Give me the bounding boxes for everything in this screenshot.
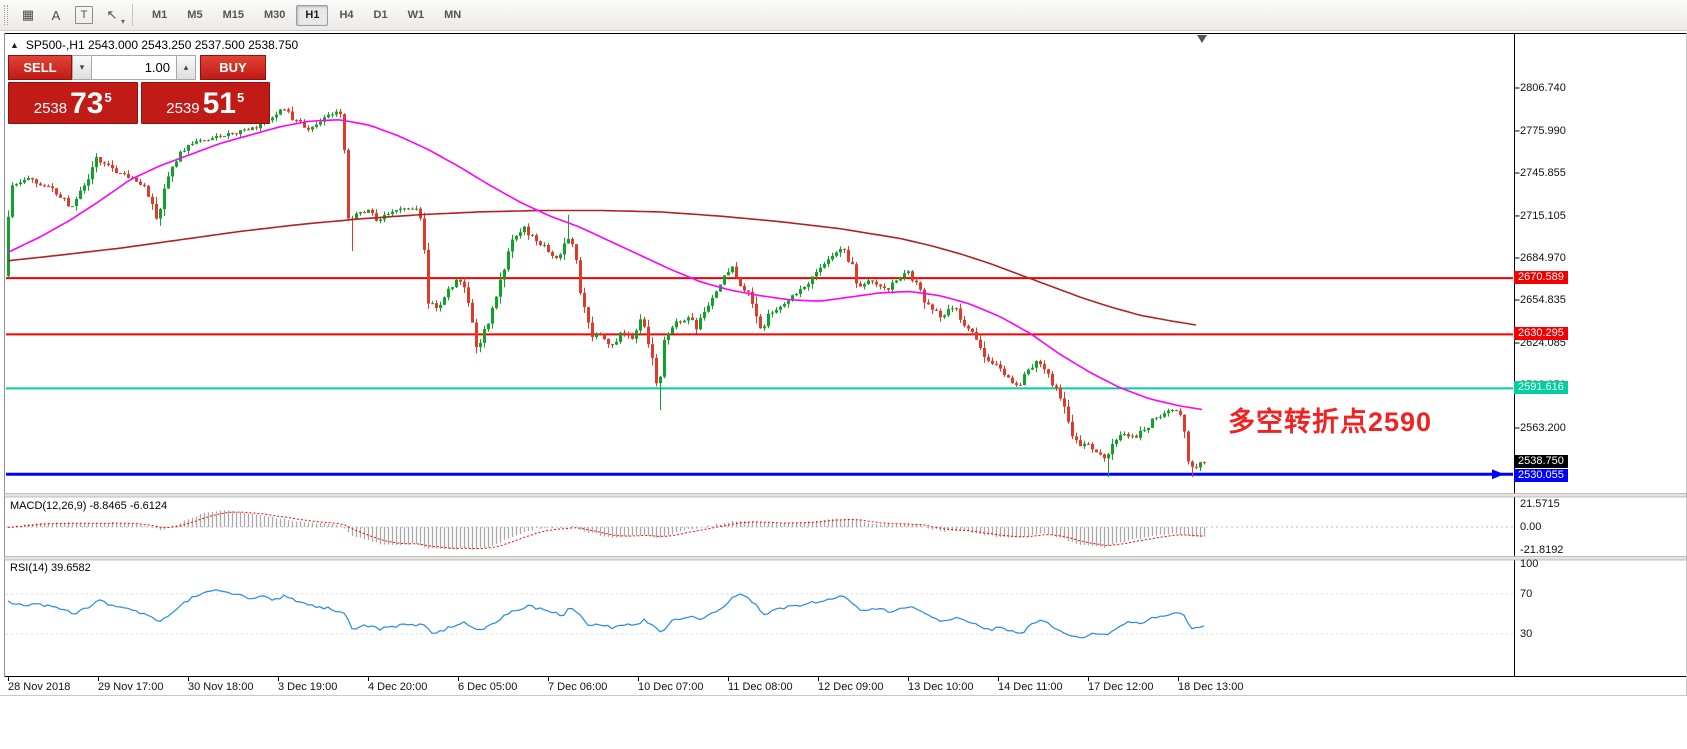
price-axis-label: 2654.835 bbox=[1520, 294, 1566, 307]
sell-price-display[interactable]: 2538 73 5 bbox=[8, 82, 138, 124]
buy-button[interactable]: BUY bbox=[200, 55, 266, 80]
price-level-tag: 2530.055 bbox=[1514, 469, 1568, 483]
price-axis-label: 2745.855 bbox=[1520, 167, 1566, 179]
toolbar: ▦ A T ↖ ▾ M1 M5 M15 M30 H1 H4 D1 W1 MN bbox=[0, 0, 1687, 31]
macd-label: MACD(12,26,9) -8.8465 -6.6124 bbox=[10, 500, 168, 512]
price-level-tag: 2591.616 bbox=[1514, 381, 1568, 395]
candlestick-series bbox=[7, 106, 1206, 478]
horizontal-level-lines[interactable] bbox=[6, 277, 1513, 480]
time-axis-label: 11 Dec 08:00 bbox=[728, 681, 793, 693]
time-axis-label: 17 Dec 12:00 bbox=[1088, 681, 1154, 693]
timeframe-m15[interactable]: M15 bbox=[222, 9, 244, 21]
time-axis-label: 7 Dec 06:00 bbox=[548, 681, 608, 693]
line-arrow-icon bbox=[1492, 469, 1504, 480]
chevron-up-icon: ▴ bbox=[183, 62, 189, 72]
time-axis-label: 13 Dec 10:00 bbox=[908, 681, 974, 693]
timeframe-h4[interactable]: H4 bbox=[339, 9, 354, 21]
price-level-tag: 2670.589 bbox=[1514, 271, 1568, 285]
current-price-tag: 2538.750 bbox=[1514, 455, 1568, 469]
time-axis-label: 4 Dec 20:00 bbox=[368, 681, 428, 693]
ask-price-sup: 5 bbox=[237, 90, 245, 105]
volume-input[interactable] bbox=[92, 55, 176, 80]
panel-splitter[interactable] bbox=[4, 493, 1687, 498]
trade-prices-row: 2538 73 5 2539 51 5 bbox=[8, 82, 270, 124]
trade-panel-toggle-icon[interactable]: ▲ bbox=[10, 40, 19, 50]
rsi-axis-label: 70 bbox=[1520, 588, 1533, 600]
time-axis-label: 30 Nov 18:00 bbox=[188, 681, 254, 693]
time-axis-label: 6 Dec 05:00 bbox=[458, 681, 518, 693]
time-axis-label: 14 Dec 11:00 bbox=[998, 681, 1063, 693]
hatch-tool[interactable]: ▦ bbox=[21, 7, 35, 22]
chevron-down-icon: ▾ bbox=[79, 62, 85, 72]
ma-slow-line bbox=[7, 209, 1197, 326]
timeframe-w1[interactable]: W1 bbox=[407, 9, 425, 21]
shift-marker-icon bbox=[1197, 35, 1207, 43]
timeframe-m5[interactable]: M5 bbox=[187, 9, 203, 21]
macd-signal-line bbox=[7, 511, 1205, 550]
ma-fast-line bbox=[7, 118, 1203, 411]
timeframe-d1[interactable]: D1 bbox=[373, 9, 388, 21]
price-axis-label: 2684.970 bbox=[1520, 252, 1566, 264]
panel-splitter[interactable] bbox=[4, 556, 1687, 561]
timeframe-m30[interactable]: M30 bbox=[263, 9, 286, 21]
price-axis-label: 2806.740 bbox=[1520, 82, 1566, 94]
time-axis-label: 18 Dec 13:00 bbox=[1178, 681, 1244, 693]
trade-controls-row: SELL ▾ ▴ BUY bbox=[8, 55, 270, 80]
macd-indicator bbox=[6, 510, 1513, 550]
rsi-label: RSI(14) 39.6582 bbox=[10, 562, 91, 574]
time-axis-label: 3 Dec 19:00 bbox=[278, 681, 338, 693]
volume-increase-button[interactable]: ▴ bbox=[176, 55, 196, 80]
macd-axis-label: 0.00 bbox=[1520, 521, 1542, 533]
timeframe-h1[interactable]: H1 bbox=[296, 4, 329, 26]
rsi-line bbox=[7, 589, 1205, 639]
price-axis-label: 2715.105 bbox=[1520, 209, 1566, 222]
buy-price-display[interactable]: 2539 51 5 bbox=[140, 82, 270, 124]
rsi-axis-label: 100 bbox=[1520, 558, 1539, 570]
rsi-axis-label: 30 bbox=[1520, 628, 1533, 640]
sell-button[interactable]: SELL bbox=[8, 55, 72, 80]
toolbar-grip[interactable] bbox=[4, 5, 8, 25]
text-frame-tool[interactable]: T bbox=[71, 3, 97, 27]
time-axis-label: 28 Nov 2018 bbox=[8, 681, 71, 693]
price-axis-label: 2563.200 bbox=[1520, 422, 1566, 434]
timeframe-mn[interactable]: MN bbox=[444, 9, 462, 21]
time-axis-label: 10 Dec 07:00 bbox=[638, 681, 704, 693]
price-axis-label: 2775.990 bbox=[1520, 124, 1566, 137]
macd-axis-label: 21.5715 bbox=[1520, 497, 1560, 510]
toolbar-separator bbox=[132, 4, 133, 26]
price-level-tag: 2630.295 bbox=[1514, 327, 1568, 341]
macd-axis-label: -21.8192 bbox=[1520, 544, 1564, 557]
symbol-ohlc-text: SP500-,H1 2543.000 2543.250 2537.500 253… bbox=[25, 38, 299, 52]
time-axis-label: 29 Nov 17:00 bbox=[98, 681, 164, 693]
ask-price-prefix: 2539 bbox=[166, 100, 200, 117]
ask-price-big: 51 bbox=[202, 87, 236, 120]
one-click-trading-panel: SELL ▾ ▴ BUY 2538 73 5 2539 51 5 bbox=[8, 55, 270, 124]
arrow-tool[interactable]: ↖ ▾ bbox=[106, 7, 125, 26]
symbol-info: ▲ SP500-,H1 2543.000 2543.250 2537.500 25… bbox=[10, 38, 298, 52]
timeframe-m1[interactable]: M1 bbox=[152, 9, 168, 21]
moving-averages bbox=[7, 118, 1203, 411]
bid-price-sup: 5 bbox=[104, 90, 112, 105]
text-label-tool[interactable]: A bbox=[51, 7, 61, 23]
axis-ticks bbox=[8, 35, 1520, 681]
chevron-down-icon: ▾ bbox=[120, 17, 125, 26]
volume-decrease-button[interactable]: ▾ bbox=[72, 55, 92, 80]
chart-annotation-text: 多空转折点2590 bbox=[1228, 407, 1433, 437]
bid-price-prefix: 2538 bbox=[33, 100, 68, 117]
drawing-tools: ▦ A T ↖ ▾ bbox=[15, 3, 125, 27]
time-axis-label: 12 Dec 09:00 bbox=[818, 681, 884, 693]
bid-price-big: 73 bbox=[70, 87, 104, 120]
timeframe-buttons: M1 M5 M15 M30 H1 H4 D1 W1 MN bbox=[142, 4, 471, 26]
rsi-indicator bbox=[6, 589, 1513, 639]
